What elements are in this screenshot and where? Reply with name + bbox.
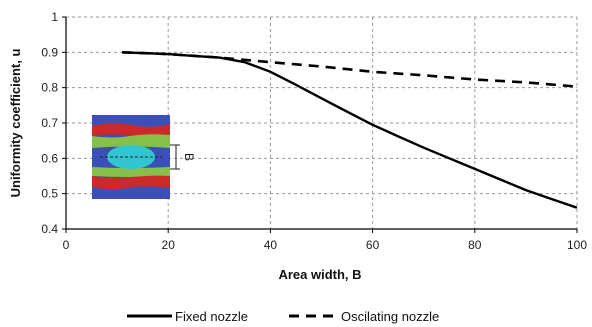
x-axis-title: Area width, B (278, 267, 361, 282)
inset-diagram: B (92, 115, 196, 199)
inset-green-band-bottom (92, 167, 170, 177)
series-line-fixed-nozzle (122, 51, 578, 209)
inset-red-band-top (92, 123, 170, 138)
series-lines (122, 51, 578, 209)
x-tick-label: 0 (63, 238, 70, 252)
y-tick-label: 1 (51, 10, 58, 24)
axes (62, 16, 578, 233)
y-tick-label: 0.6 (41, 151, 58, 165)
legend-label-oscillating: Oscilating nozzle (341, 309, 439, 324)
legend: Fixed nozzle Oscilating nozzle (127, 309, 439, 324)
x-tick-label: 100 (567, 238, 587, 252)
y-tick-label: 0.4 (41, 222, 58, 236)
legend-label-fixed: Fixed nozzle (175, 309, 248, 324)
inset-dimension-label: B (182, 153, 196, 161)
x-tick-label: 40 (264, 238, 278, 252)
series-line-oscillating-nozzle (122, 51, 578, 88)
y-tick-label: 0.8 (41, 81, 58, 95)
y-axis-title: Uniformity coefficient, u (8, 49, 23, 198)
plot-area: 0.4 0.5 0.6 0.7 0.8 0.9 1 0 20 40 60 80 100 B (41, 10, 587, 252)
inset-green-band-top (92, 134, 170, 148)
y-tick-label: 0.5 (41, 187, 58, 201)
x-tick-label: 20 (162, 238, 176, 252)
inset-red-band-bottom (92, 175, 170, 190)
x-tick-label: 80 (468, 238, 482, 252)
x-tick-label: 60 (366, 238, 380, 252)
y-tick-label: 0.7 (41, 116, 58, 130)
y-tick-label: 0.9 (41, 45, 58, 59)
tick-labels: 0.4 0.5 0.6 0.7 0.8 0.9 1 0 20 40 60 80 100 (41, 10, 587, 252)
